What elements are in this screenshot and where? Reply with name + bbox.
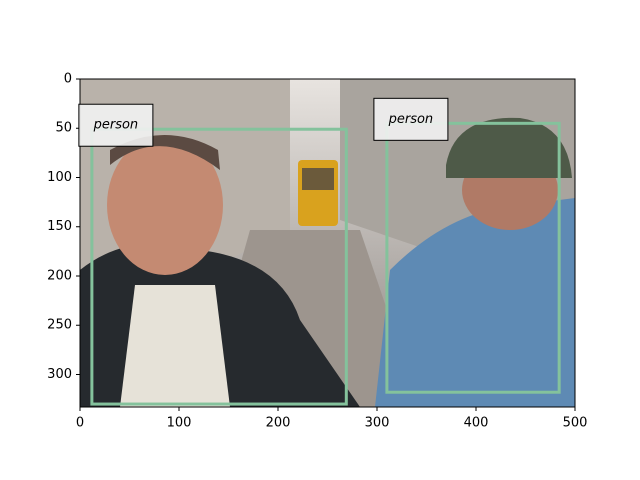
- y-tick-label: 100: [47, 170, 72, 185]
- label-box: [78, 103, 154, 147]
- bounding-box: [385, 121, 561, 394]
- bounding-box: [90, 127, 348, 406]
- x-tick-label: 300: [365, 416, 390, 431]
- x-tick-label: 100: [167, 416, 192, 431]
- y-tick-label: 300: [47, 367, 72, 382]
- box-label: person: [93, 118, 139, 133]
- y-tick-label: 50: [55, 121, 72, 136]
- x-tick-label: 0: [76, 416, 84, 431]
- axes-frame: [79, 78, 576, 408]
- y-tick-label: 0: [64, 72, 72, 87]
- y-tick-label: 200: [47, 268, 72, 283]
- y-tick-label: 250: [47, 318, 72, 333]
- x-tick-label: 400: [464, 416, 489, 431]
- x-tick-label: 200: [266, 416, 291, 431]
- box-label: person: [388, 112, 434, 127]
- photo: [80, 79, 575, 407]
- label-box: [373, 97, 449, 141]
- x-tick-label: 500: [563, 416, 588, 431]
- y-tick-label: 150: [47, 219, 72, 234]
